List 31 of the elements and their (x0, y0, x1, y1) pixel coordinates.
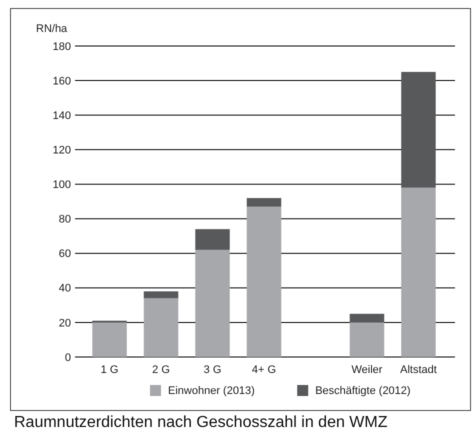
bar (246, 198, 282, 207)
y-tick-label: 40 (58, 282, 71, 295)
x-tick-label: 2 G (152, 364, 170, 376)
y-tick-label: 80 (58, 214, 71, 226)
y-tick-label: 140 (52, 110, 71, 122)
y-tick-label: 180 (52, 40, 71, 53)
bar (92, 322, 127, 357)
bar (246, 206, 282, 357)
x-tick-label: 4+ G (252, 364, 276, 376)
y-tick-label: 160 (52, 75, 71, 88)
bar (195, 229, 230, 250)
bar (350, 314, 384, 322)
y-tick-label: 0 (64, 352, 71, 364)
x-tick-label: Weiler (351, 364, 383, 376)
y-tick-label: 20 (58, 317, 71, 330)
legend-label: Einwohner (2013) (168, 385, 255, 397)
bar (144, 298, 178, 357)
bar (144, 291, 178, 298)
y-axis-title: RN/ha (36, 23, 68, 35)
bar (350, 322, 384, 357)
x-tick-label: 1 G (100, 364, 118, 376)
bar (401, 188, 436, 357)
y-tick-label: 120 (52, 144, 71, 157)
text: Raumnutzerdichten nach Geschosszahl in den WMZ (14, 414, 388, 431)
bar (401, 72, 436, 188)
x-tick-label: 3 G (204, 364, 222, 376)
y-tick-label: 60 (58, 248, 71, 260)
x-tick-label: Altstadt (400, 364, 437, 376)
legend-label: Beschäftigte (2012) (315, 385, 411, 397)
y-tick-label: 100 (52, 179, 71, 192)
bar (195, 250, 230, 357)
